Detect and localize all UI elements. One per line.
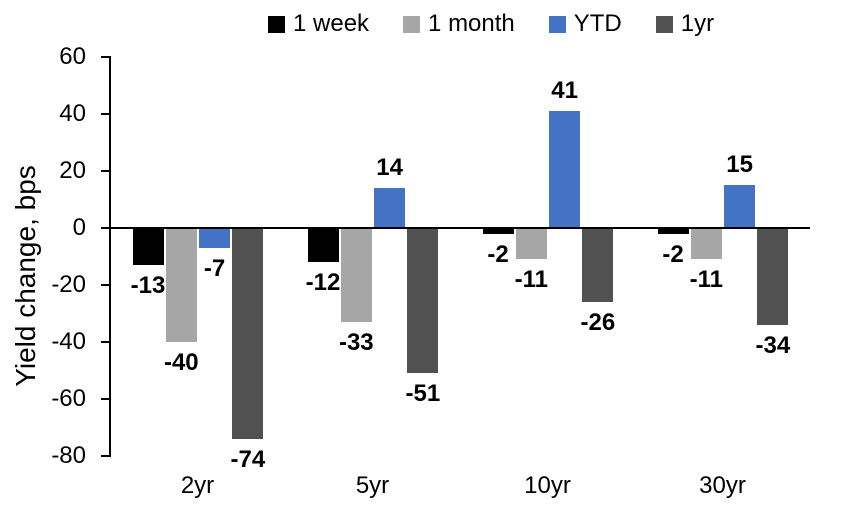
y-tick-mark — [101, 55, 110, 59]
legend-item-YTD: YTD — [548, 10, 622, 37]
y-tick-mark — [101, 397, 110, 401]
data-label: -2 — [662, 240, 684, 268]
bar-1-month-2yr — [165, 228, 197, 342]
y-tick-label: 40 — [59, 100, 86, 127]
y-tick-mark — [101, 226, 110, 230]
legend-item-1-week: 1 week — [268, 11, 369, 37]
y-tick-label: -60 — [51, 385, 86, 412]
bar-1yr-10yr — [582, 228, 614, 303]
bar-1-week-10yr — [482, 228, 514, 234]
data-label: 14 — [376, 154, 403, 182]
legend-swatch-icon — [548, 15, 566, 33]
bar-1yr-2yr — [232, 228, 264, 439]
chart-legend: 1 week 1 month YTD 1yr — [268, 11, 714, 37]
data-label: 41 — [551, 77, 578, 105]
data-label: -33 — [338, 329, 374, 357]
legend-swatch-icon — [268, 15, 285, 33]
data-label: -11 — [689, 266, 723, 294]
legend-label: 1 week — [293, 10, 370, 37]
data-label: -11 — [514, 266, 548, 294]
x-axis-zero-line — [110, 226, 810, 230]
data-label: -74 — [230, 445, 266, 473]
bar-1-week-5yr — [307, 228, 339, 263]
y-tick-label: -80 — [51, 442, 86, 469]
data-label: -51 — [405, 380, 441, 408]
legend-item-1-month: 1 month — [403, 11, 515, 37]
data-label: -2 — [487, 240, 509, 268]
data-label: -13 — [130, 272, 166, 300]
x-category-label: 2yr — [180, 472, 215, 499]
legend-label: 1yr — [680, 10, 715, 37]
x-category-label: 30yr — [699, 472, 746, 499]
legend-label: 1 month — [428, 10, 515, 37]
data-label: -7 — [203, 254, 226, 282]
bar-1-month-10yr — [515, 228, 547, 260]
x-category-label: 10yr — [524, 472, 571, 499]
data-label: 15 — [726, 151, 753, 179]
data-label: -12 — [305, 269, 341, 297]
y-tick-label: -20 — [51, 271, 86, 298]
legend-swatch-icon — [403, 15, 421, 33]
legend-item-1yr: 1yr — [655, 10, 715, 37]
data-label: -26 — [580, 309, 616, 337]
y-tick-label: 0 — [72, 214, 86, 241]
bar-1-week-2yr — [132, 228, 164, 266]
bar-YTD-2yr — [199, 228, 231, 248]
bar-1yr-5yr — [407, 228, 439, 374]
data-label: -34 — [755, 331, 791, 359]
bar-1-month-30yr — [690, 228, 722, 260]
y-tick-mark — [101, 454, 110, 458]
data-label: -40 — [163, 349, 199, 376]
bar-YTD-30yr — [724, 185, 756, 228]
y-tick-label: 60 — [59, 43, 86, 70]
bar-1-week-30yr — [657, 228, 689, 234]
legend-swatch-icon — [655, 15, 673, 33]
bar-YTD-10yr — [549, 111, 581, 228]
y-tick-mark — [101, 340, 110, 344]
bar-YTD-5yr — [374, 188, 406, 228]
legend-label: YTD — [573, 10, 622, 37]
x-category-label: 5yr — [355, 472, 390, 499]
y-tick-label: -40 — [51, 328, 86, 355]
y-tick-label: 20 — [59, 157, 86, 184]
y-tick-mark — [101, 169, 110, 173]
y-axis-line — [108, 55, 111, 458]
y-tick-mark — [101, 283, 110, 287]
bar-1-month-5yr — [340, 228, 372, 323]
bar-1yr-30yr — [757, 228, 789, 325]
y-tick-mark — [101, 112, 110, 116]
